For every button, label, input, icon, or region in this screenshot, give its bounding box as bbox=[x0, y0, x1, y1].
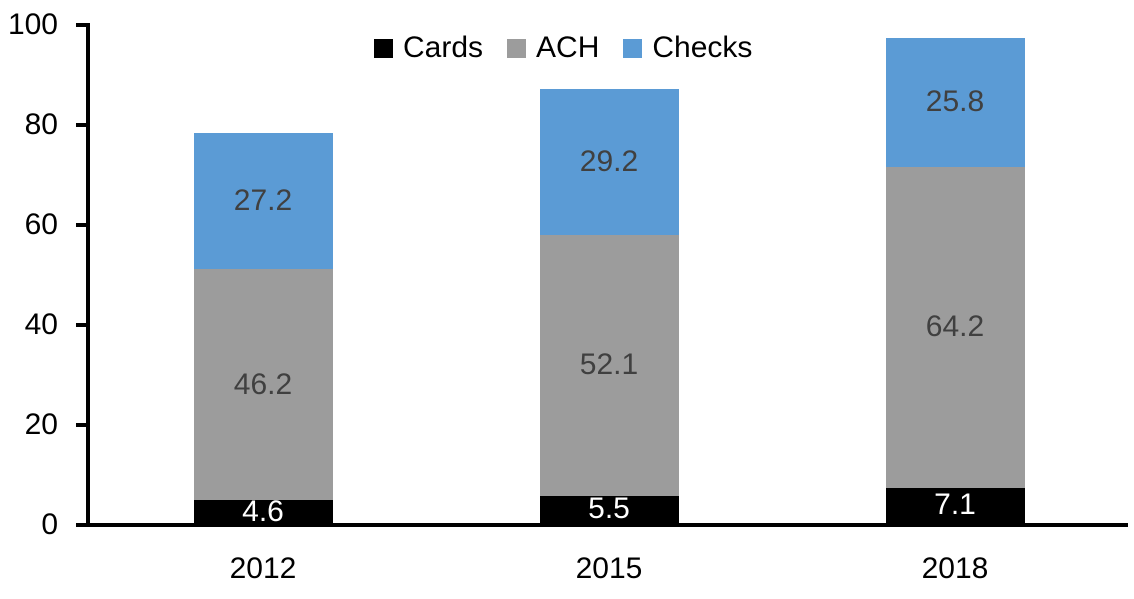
bar-value-label: 64.2 bbox=[925, 310, 985, 343]
y-tick-label: 60 bbox=[24, 208, 58, 241]
bar-value-label: 25.8 bbox=[925, 85, 985, 118]
legend-swatch-checks-icon bbox=[623, 38, 643, 58]
legend-label-checks: Checks bbox=[652, 31, 753, 64]
y-tick-label: 0 bbox=[41, 508, 58, 541]
y-tick bbox=[76, 223, 88, 227]
bar-segment-ach-2018: 64.2 bbox=[885, 166, 1025, 488]
x-category-label-2018: 2018 bbox=[921, 552, 989, 585]
legend-item-checks: Checks bbox=[623, 31, 752, 65]
bar-value-label: 29.2 bbox=[579, 145, 639, 178]
x-category-label-2012: 2012 bbox=[229, 552, 297, 585]
y-tick-label: 20 bbox=[24, 408, 58, 441]
y-tick bbox=[76, 423, 88, 427]
legend-item-ach: ACH bbox=[507, 31, 599, 65]
bar-segment-cards-2012: 4.6 bbox=[193, 496, 333, 526]
y-axis-line bbox=[86, 23, 90, 527]
y-tick bbox=[76, 23, 88, 27]
bar-segment-cards-2015: 5.5 bbox=[539, 492, 679, 526]
bar-value-label: 27.2 bbox=[233, 184, 293, 217]
y-tick bbox=[76, 123, 88, 127]
y-tick-label: 80 bbox=[24, 108, 58, 141]
x-axis-line bbox=[86, 523, 1128, 527]
legend-label-cards: Cards bbox=[403, 31, 484, 64]
bar-segment-ach-2012: 46.2 bbox=[193, 269, 333, 500]
legend-swatch-cards-icon bbox=[374, 38, 393, 58]
y-tick-label: 100 bbox=[7, 8, 58, 41]
y-tick bbox=[76, 523, 88, 527]
chart-legend: Cards ACH Checks bbox=[374, 31, 752, 65]
bar-value-label: 46.2 bbox=[233, 367, 293, 401]
bar-value-label: 4.6 bbox=[242, 494, 284, 528]
legend-label-ach: ACH bbox=[536, 31, 600, 64]
x-category-label-2015: 2015 bbox=[575, 552, 643, 585]
y-tick-label: 40 bbox=[24, 308, 58, 341]
bar-value-label: 7.1 bbox=[934, 488, 976, 522]
bar-value-label: 52.1 bbox=[579, 348, 639, 382]
bar-segment-checks-2012: 27.2 bbox=[193, 133, 333, 269]
legend-item-cards: Cards bbox=[374, 31, 483, 65]
bar-segment-ach-2015: 52.1 bbox=[539, 235, 679, 496]
y-tick bbox=[76, 323, 88, 327]
bar-segment-cards-2018: 7.1 bbox=[885, 487, 1025, 523]
bar-segment-checks-2015: 29.2 bbox=[539, 89, 679, 235]
bar-value-label: 5.5 bbox=[588, 492, 630, 526]
bar-segment-checks-2018: 25.8 bbox=[885, 37, 1025, 167]
legend-swatch-ach-icon bbox=[507, 38, 527, 58]
